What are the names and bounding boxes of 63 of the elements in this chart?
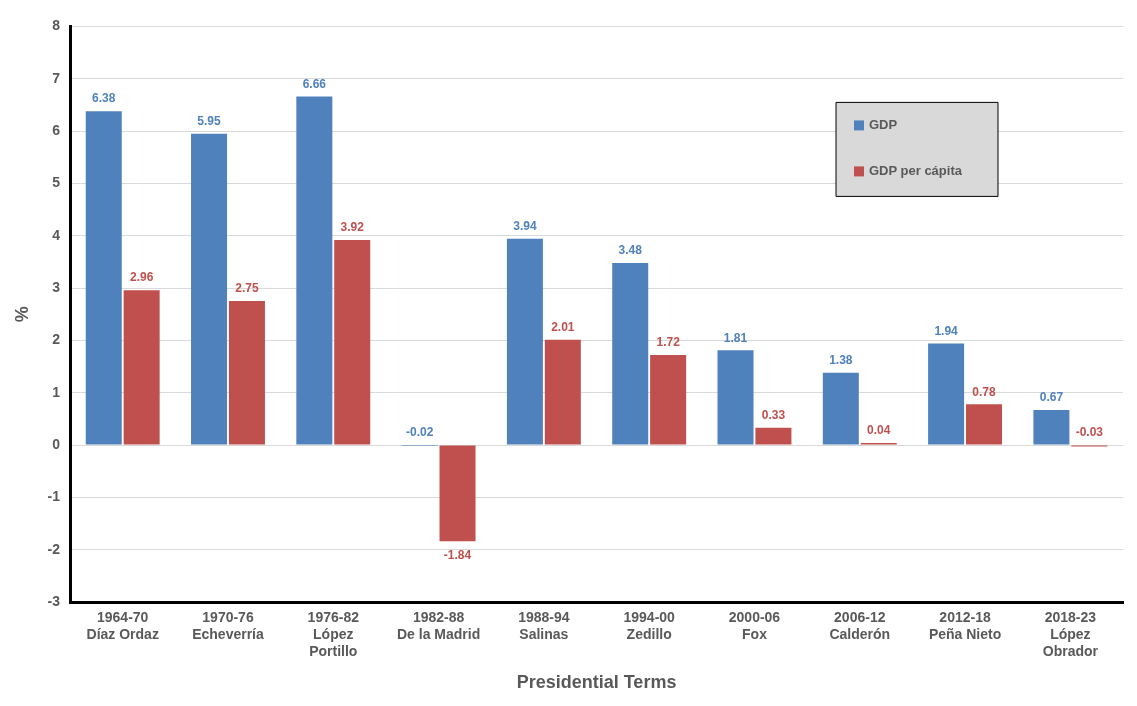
data-label: 0.67	[1039, 390, 1064, 405]
legend-label: GDP per cápita	[869, 162, 963, 178]
data-label: 1.81	[723, 330, 748, 345]
data-label: 1.72	[656, 335, 681, 350]
bar	[191, 133, 228, 445]
x-tick-label: 2012-18 Peña Nieto	[928, 609, 1002, 643]
bar	[612, 262, 649, 445]
bar	[544, 339, 581, 445]
data-label: 3.94	[513, 219, 537, 234]
x-tick-label: 1982-88 De la Madrid	[396, 609, 481, 643]
y-tick-label: -3	[47, 592, 61, 609]
data-label: 0.78	[972, 384, 997, 399]
y-tick-label: 7	[52, 69, 61, 86]
x-tick-label: 2000-06 Fox	[728, 609, 781, 643]
y-tick-label: 3	[52, 278, 61, 295]
bar	[123, 290, 160, 445]
x-tick-label: 1994-00 Zedillo	[623, 609, 676, 643]
data-label: 0.04	[867, 423, 891, 438]
data-label: 6.38	[92, 91, 116, 106]
x-axis-title: Presidential Terms	[516, 672, 677, 693]
data-label: -1.84	[443, 547, 472, 562]
bar	[334, 239, 371, 445]
data-label: 3.48	[618, 243, 643, 258]
x-tick-label: 1988-94 Salinas	[518, 609, 570, 643]
data-label: 1.94	[934, 323, 959, 338]
x-tick-label: 1964-70 Díaz Ordaz	[86, 609, 159, 643]
x-tick-label: 2006-12 Calderón	[829, 609, 891, 643]
bar	[928, 343, 965, 445]
y-axis-title: %	[11, 306, 32, 323]
y-tick-label: 0	[52, 435, 61, 452]
bar	[1033, 409, 1070, 445]
data-label: 6.66	[302, 76, 327, 91]
bar	[822, 372, 859, 445]
bar	[85, 111, 122, 445]
x-tick-label: 1976-82 López Portillo	[307, 609, 360, 659]
bar	[755, 427, 792, 445]
data-label: 1.38	[829, 353, 853, 368]
y-tick-label: -2	[47, 540, 61, 557]
y-tick-label: 5	[52, 174, 61, 191]
x-tick-label: 2018-23 López Obrador	[1042, 609, 1099, 659]
bar	[506, 238, 543, 445]
data-label: 2.75	[235, 281, 259, 296]
data-label: 2.96	[129, 270, 154, 285]
y-tick-label: 8	[52, 17, 61, 34]
y-tick-label: -1	[47, 488, 61, 505]
y-tick-label: 1	[52, 383, 61, 400]
y-tick-label: 2	[52, 331, 61, 348]
bar	[717, 350, 754, 445]
data-label: 3.92	[340, 220, 365, 235]
x-tick-label: 1970-76 Echeverría	[192, 609, 265, 643]
legend-label: GDP	[869, 116, 898, 132]
bar	[966, 404, 1003, 445]
data-label: -0.03	[1075, 425, 1104, 440]
data-label: 2.01	[551, 320, 575, 335]
data-label: -0.02	[405, 425, 434, 440]
bar	[296, 96, 333, 445]
bar	[439, 445, 476, 542]
data-label: 0.33	[761, 408, 786, 423]
bar	[228, 301, 265, 445]
bar	[650, 355, 687, 445]
y-tick-label: 4	[52, 226, 61, 243]
data-label: 5.95	[197, 113, 222, 128]
y-tick-label: 6	[52, 121, 61, 138]
